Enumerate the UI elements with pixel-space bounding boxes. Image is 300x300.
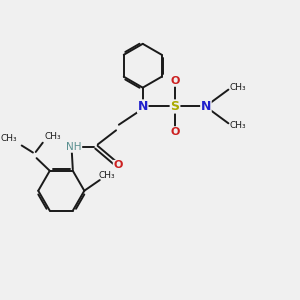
Text: CH₃: CH₃ <box>98 171 115 180</box>
Text: CH₃: CH₃ <box>229 121 246 130</box>
Text: CH₃: CH₃ <box>44 132 61 141</box>
Text: O: O <box>170 127 180 137</box>
Text: NH: NH <box>66 142 82 152</box>
Text: O: O <box>113 160 123 170</box>
Text: O: O <box>170 76 180 86</box>
Text: N: N <box>201 100 211 113</box>
Text: CH₃: CH₃ <box>1 134 17 143</box>
Text: S: S <box>170 100 179 113</box>
Text: CH₃: CH₃ <box>229 83 246 92</box>
Text: N: N <box>138 100 148 113</box>
